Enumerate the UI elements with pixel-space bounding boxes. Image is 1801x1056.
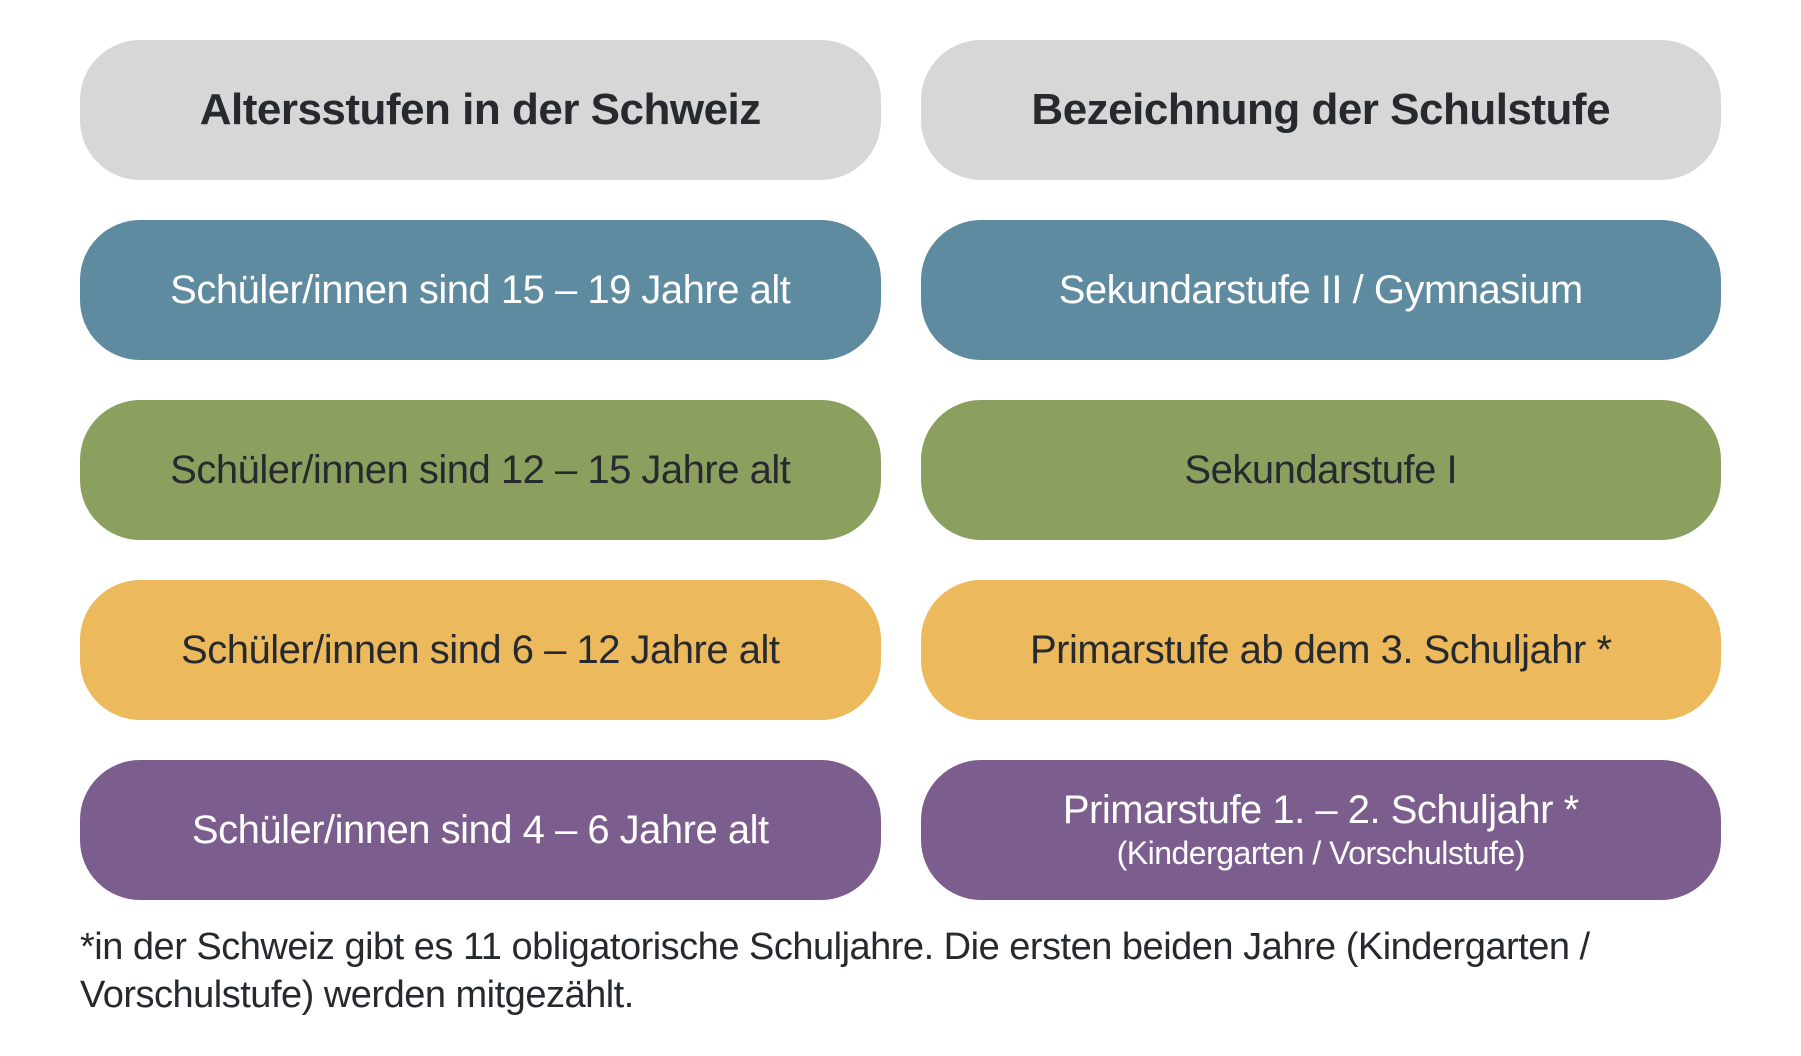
level-sub: (Kindergarten / Vorschulstufe) xyxy=(1117,835,1525,872)
age-text: Schüler/innen sind 6 – 12 Jahre alt xyxy=(181,628,779,673)
level-cell-primar-ab-3: Primarstufe ab dem 3. Schuljahr * xyxy=(921,580,1722,720)
footnote: *in der Schweiz gibt es 11 obligatorisch… xyxy=(80,924,1721,1019)
level-cell-sek2: Sekundarstufe II / Gymnasium xyxy=(921,220,1722,360)
header-age-levels-label: Altersstufen in der Schweiz xyxy=(200,85,761,135)
header-age-levels: Altersstufen in der Schweiz xyxy=(80,40,881,180)
header-school-level: Bezeichnung der Schulstufe xyxy=(921,40,1722,180)
level-text: Sekundarstufe I xyxy=(1184,448,1457,493)
age-cell-15-19: Schüler/innen sind 15 – 19 Jahre alt xyxy=(80,220,881,360)
school-levels-grid: Altersstufen in der Schweiz Bezeichnung … xyxy=(80,40,1721,900)
age-cell-12-15: Schüler/innen sind 12 – 15 Jahre alt xyxy=(80,400,881,540)
header-school-level-label: Bezeichnung der Schulstufe xyxy=(1031,85,1610,135)
level-cell-primar-1-2: Primarstufe 1. – 2. Schuljahr * (Kinderg… xyxy=(921,760,1722,900)
age-text: Schüler/innen sind 15 – 19 Jahre alt xyxy=(170,268,790,313)
age-text: Schüler/innen sind 4 – 6 Jahre alt xyxy=(192,808,769,853)
footnote-text: *in der Schweiz gibt es 11 obligatorisch… xyxy=(80,926,1590,1016)
age-cell-6-12: Schüler/innen sind 6 – 12 Jahre alt xyxy=(80,580,881,720)
level-text: Sekundarstufe II / Gymnasium xyxy=(1059,268,1583,313)
level-text: Primarstufe 1. – 2. Schuljahr * xyxy=(1063,788,1579,833)
age-text: Schüler/innen sind 12 – 15 Jahre alt xyxy=(170,448,790,493)
level-cell-sek1: Sekundarstufe I xyxy=(921,400,1722,540)
age-cell-4-6: Schüler/innen sind 4 – 6 Jahre alt xyxy=(80,760,881,900)
level-text: Primarstufe ab dem 3. Schuljahr * xyxy=(1030,628,1612,673)
